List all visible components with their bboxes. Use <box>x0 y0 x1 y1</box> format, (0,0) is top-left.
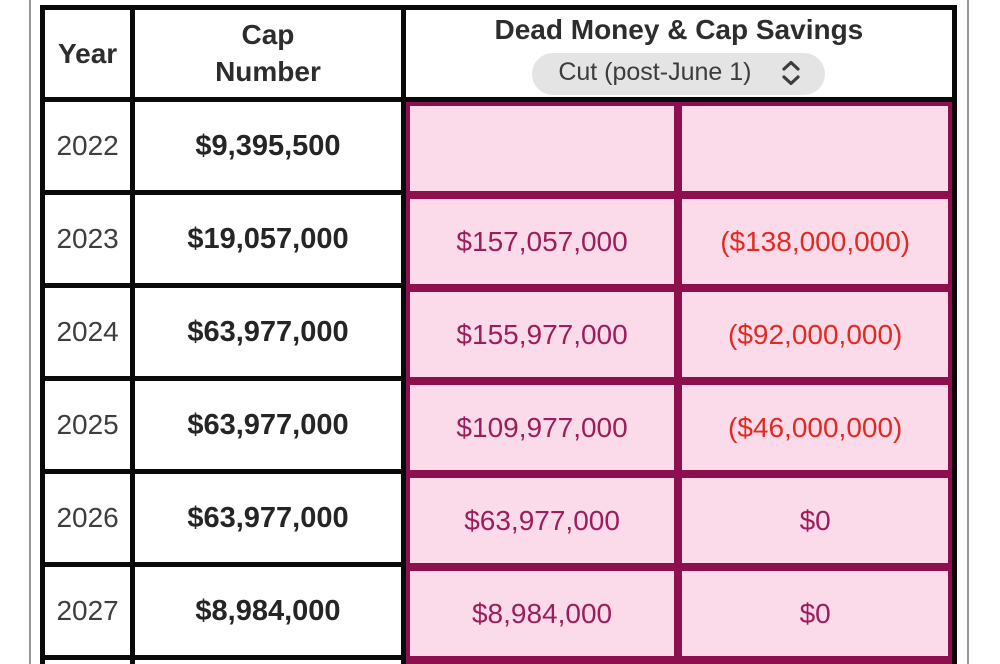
cap-table: Year Cap Number Dead Money & Cap Savings… <box>40 5 957 664</box>
column-header-dead-money-group: Dead Money & Cap Savings Cut (post-June … <box>405 10 952 102</box>
cap-savings-cell <box>678 660 952 664</box>
cap-savings-cell: ($92,000,000) <box>678 288 952 381</box>
year-cell: 2022 <box>45 102 136 195</box>
page-edge-line-right <box>967 0 969 664</box>
dead-money-cell: $8,984,000 <box>405 567 679 660</box>
table-row: 2025 $63,977,000 $109,977,000 ($46,000,0… <box>45 381 952 474</box>
cap-number-cell: $63,977,000 <box>135 381 406 474</box>
year-cell: 2024 <box>45 288 136 381</box>
dead-money-cell: $157,057,000 <box>405 195 679 288</box>
cap-savings-cell: ($138,000,000) <box>678 195 952 288</box>
page-edge-line-left <box>29 0 31 664</box>
cap-number-cell: $9,395,500 <box>135 102 406 195</box>
cap-savings-cell: $0 <box>678 567 952 660</box>
table-row: 2022 $9,395,500 <box>45 102 952 195</box>
cap-savings-cell <box>678 102 952 195</box>
table-row: 2026 $63,977,000 $63,977,000 $0 <box>45 474 952 567</box>
cap-number-cell: $19,057,000 <box>135 195 406 288</box>
column-header-year: Year <box>45 10 136 102</box>
cap-number-cell: $63,977,000 <box>135 288 406 381</box>
table-row-partial <box>45 660 952 664</box>
year-cell: 2023 <box>45 195 136 288</box>
dead-money-cell: $109,977,000 <box>405 381 679 474</box>
dead-money-type-select[interactable]: Cut (post-June 1) <box>532 53 826 95</box>
year-cell: 2026 <box>45 474 136 567</box>
year-cell: 2025 <box>45 381 136 474</box>
up-down-chevron-icon <box>781 60 801 86</box>
dead-money-group-title: Dead Money & Cap Savings <box>494 14 864 46</box>
dead-money-cell <box>405 660 679 664</box>
cap-number-cell: $63,977,000 <box>135 474 406 567</box>
cap-number-cell: $8,984,000 <box>135 567 406 660</box>
cap-number-cell <box>135 660 406 664</box>
table-row: 2023 $19,057,000 $157,057,000 ($138,000,… <box>45 195 952 288</box>
dead-money-cell: $63,977,000 <box>405 474 679 567</box>
year-cell <box>45 660 136 664</box>
cap-table-container: Year Cap Number Dead Money & Cap Savings… <box>40 5 957 664</box>
year-cell: 2027 <box>45 567 136 660</box>
cap-savings-cell: ($46,000,000) <box>678 381 952 474</box>
dead-money-cell <box>405 102 679 195</box>
table-row: 2024 $63,977,000 $155,977,000 ($92,000,0… <box>45 288 952 381</box>
dead-money-type-select-value: Cut (post-June 1) <box>558 58 752 87</box>
table-row: 2027 $8,984,000 $8,984,000 $0 <box>45 567 952 660</box>
dead-money-cell: $155,977,000 <box>405 288 679 381</box>
column-header-cap-number: Cap Number <box>135 10 406 102</box>
header-row: Year Cap Number Dead Money & Cap Savings… <box>45 10 952 102</box>
cap-savings-cell: $0 <box>678 474 952 567</box>
